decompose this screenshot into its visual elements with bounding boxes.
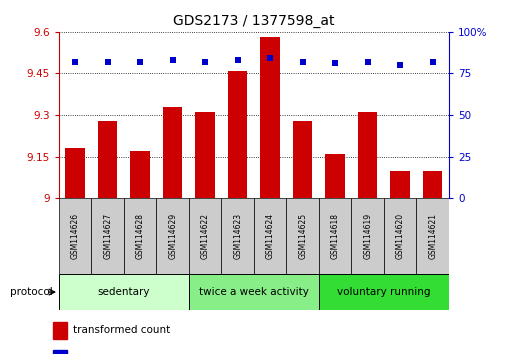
Title: GDS2173 / 1377598_at: GDS2173 / 1377598_at	[173, 14, 334, 28]
Bar	[124, 198, 156, 274]
Text: GSM114625: GSM114625	[298, 213, 307, 259]
Bar	[293, 121, 312, 198]
Text: GSM114623: GSM114623	[233, 213, 242, 259]
Bar	[351, 198, 384, 274]
Bar	[390, 171, 410, 198]
Point	[233, 57, 242, 63]
Text: protocol: protocol	[10, 287, 56, 297]
Bar	[195, 112, 215, 198]
Point	[266, 56, 274, 61]
Bar	[319, 198, 351, 274]
Text: GSM114629: GSM114629	[168, 213, 177, 259]
Text: GSM114628: GSM114628	[136, 213, 145, 259]
Bar	[130, 151, 150, 198]
Bar	[189, 274, 319, 310]
Text: GSM114621: GSM114621	[428, 213, 437, 259]
Point	[104, 59, 112, 65]
Bar	[53, 350, 67, 354]
Point	[169, 57, 177, 63]
Bar	[384, 198, 417, 274]
Point	[331, 61, 339, 66]
Point	[136, 59, 144, 65]
Bar	[286, 198, 319, 274]
Bar	[156, 198, 189, 274]
Bar	[53, 322, 67, 339]
Text: GSM114626: GSM114626	[71, 213, 80, 259]
Bar	[189, 198, 222, 274]
Point	[201, 59, 209, 65]
Point	[396, 62, 404, 68]
Bar	[163, 107, 183, 198]
Bar	[358, 112, 378, 198]
Bar	[228, 71, 247, 198]
Bar	[91, 198, 124, 274]
Text: twice a week activity: twice a week activity	[199, 287, 309, 297]
Text: GSM114624: GSM114624	[266, 213, 274, 259]
Text: transformed count: transformed count	[73, 325, 170, 335]
Bar	[423, 171, 442, 198]
Bar	[222, 198, 254, 274]
Point	[71, 59, 80, 65]
Point	[299, 59, 307, 65]
Bar	[98, 121, 117, 198]
Text: GSM114619: GSM114619	[363, 213, 372, 259]
Text: GSM114622: GSM114622	[201, 213, 210, 259]
Text: GSM114618: GSM114618	[331, 213, 340, 259]
Text: GSM114620: GSM114620	[396, 213, 405, 259]
Point	[428, 59, 437, 65]
Bar	[319, 274, 449, 310]
Bar	[66, 148, 85, 198]
Bar	[254, 198, 286, 274]
Text: sedentary: sedentary	[97, 287, 150, 297]
Bar	[261, 38, 280, 198]
Bar	[325, 154, 345, 198]
Bar	[417, 198, 449, 274]
Text: voluntary running: voluntary running	[337, 287, 430, 297]
Point	[364, 59, 372, 65]
Bar	[59, 274, 189, 310]
Bar	[59, 198, 91, 274]
Text: GSM114627: GSM114627	[103, 213, 112, 259]
